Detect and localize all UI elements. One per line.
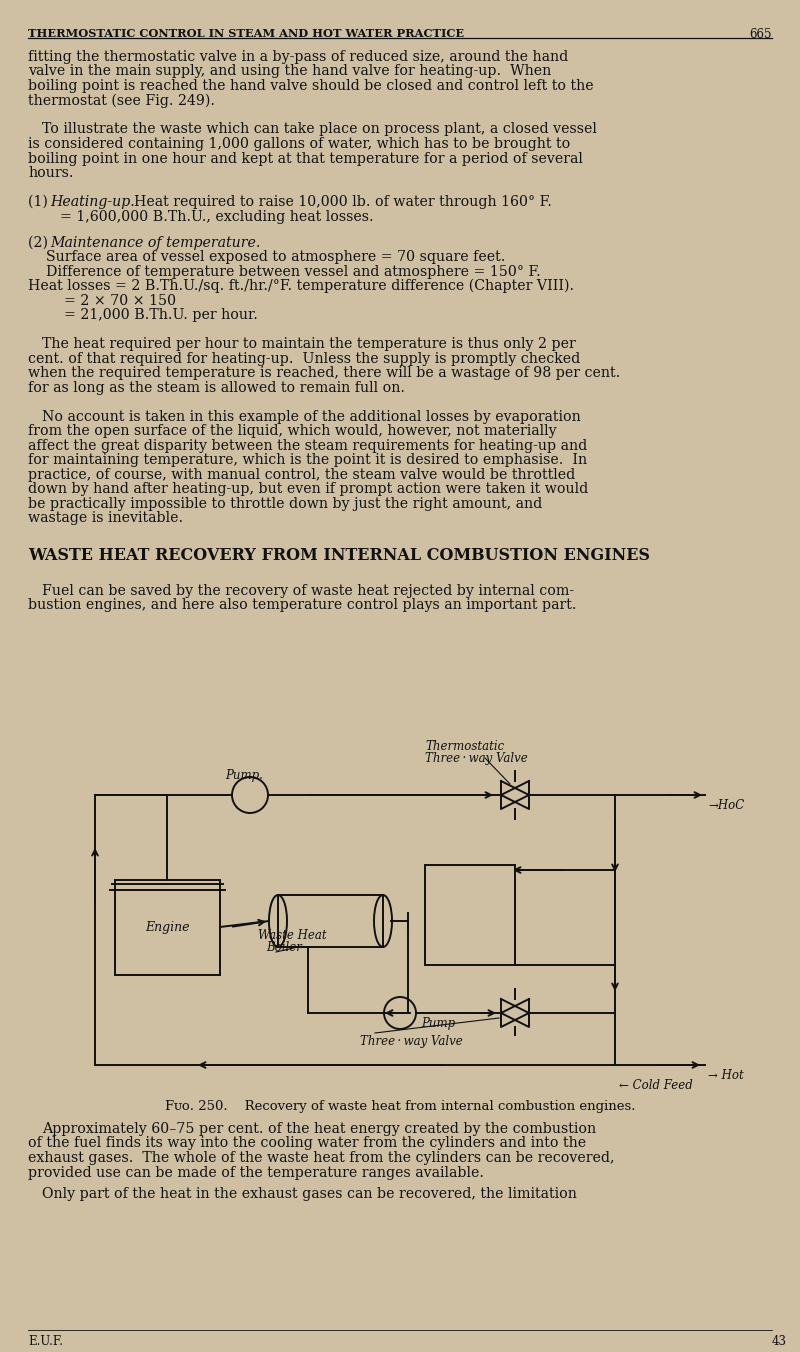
Text: WASTE HEAT RECOVERY FROM INTERNAL COMBUSTION ENGINES: WASTE HEAT RECOVERY FROM INTERNAL COMBUS… (28, 548, 650, 564)
Text: The heat required per hour to maintain the temperature is thus only 2 per: The heat required per hour to maintain t… (42, 337, 576, 352)
Text: from the open surface of the liquid, which would, however, not materially: from the open surface of the liquid, whi… (28, 425, 557, 438)
Text: be practically impossible to throttle down by just the right amount, and: be practically impossible to throttle do… (28, 496, 542, 511)
Text: 665: 665 (750, 28, 772, 41)
Text: = 1,600,000 B.Th.U., excluding heat losses.: = 1,600,000 B.Th.U., excluding heat loss… (60, 210, 374, 223)
Text: To illustrate the waste which can take place on process plant, a closed vessel: To illustrate the waste which can take p… (42, 123, 597, 137)
Text: Waste Heat: Waste Heat (258, 929, 326, 942)
Text: 43: 43 (772, 1334, 787, 1348)
Text: valve in the main supply, and using the hand valve for heating-up.  When: valve in the main supply, and using the … (28, 65, 551, 78)
Text: Approximately 60–75 per cent. of the heat energy created by the combustion: Approximately 60–75 per cent. of the hea… (42, 1122, 596, 1136)
Text: provided use can be made of the temperature ranges available.: provided use can be made of the temperat… (28, 1165, 484, 1179)
Text: cent. of that required for heating-up.  Unless the supply is promptly checked: cent. of that required for heating-up. U… (28, 352, 580, 365)
Text: = 2 × 70 × 150: = 2 × 70 × 150 (64, 293, 176, 308)
Text: → Hot: → Hot (708, 1069, 744, 1082)
Text: boiling point in one hour and kept at that temperature for a period of several: boiling point in one hour and kept at th… (28, 151, 583, 165)
Text: affect the great disparity between the steam requirements for heating-up and: affect the great disparity between the s… (28, 438, 587, 453)
Text: when the required temperature is reached, there will be a wastage of 98 per cent: when the required temperature is reached… (28, 366, 620, 380)
Text: Only part of the heat in the exhaust gases can be recovered, the limitation: Only part of the heat in the exhaust gas… (42, 1187, 577, 1201)
Text: Maintenance of temperature.: Maintenance of temperature. (50, 235, 260, 250)
Text: THERMOSTATIC CONTROL IN STEAM AND HOT WATER PRACTICE: THERMOSTATIC CONTROL IN STEAM AND HOT WA… (28, 28, 464, 39)
Text: down by hand after heating-up, but even if prompt action were taken it would: down by hand after heating-up, but even … (28, 483, 588, 496)
Text: Fuel can be saved by the recovery of waste heat rejected by internal com-: Fuel can be saved by the recovery of was… (42, 584, 574, 598)
Text: Engine: Engine (145, 921, 190, 933)
Text: Heat losses = 2 B.Th.U./sq. ft./hr./°F. temperature difference (Chapter VIII).: Heat losses = 2 B.Th.U./sq. ft./hr./°F. … (28, 279, 574, 293)
Text: Heating-up.: Heating-up. (50, 195, 134, 210)
Text: Fᴜᴏ. 250.    Recovery of waste heat from internal combustion engines.: Fᴜᴏ. 250. Recovery of waste heat from in… (165, 1101, 635, 1113)
Bar (278, 895, 383, 946)
Text: thermostat (see Fig. 249).: thermostat (see Fig. 249). (28, 93, 215, 108)
Text: for as long as the steam is allowed to remain full on.: for as long as the steam is allowed to r… (28, 381, 405, 395)
Text: boiling point is reached the hand valve should be closed and control left to the: boiling point is reached the hand valve … (28, 78, 594, 93)
Text: wastage is inevitable.: wastage is inevitable. (28, 511, 183, 525)
Text: E.U.F.: E.U.F. (28, 1334, 63, 1348)
Text: Thermostatic: Thermostatic (425, 740, 504, 753)
Text: bustion engines, and here also temperature control plays an important part.: bustion engines, and here also temperatu… (28, 598, 577, 612)
Text: = 21,000 B.Th.U. per hour.: = 21,000 B.Th.U. per hour. (64, 308, 258, 322)
Text: Three · way Valve: Three · way Valve (425, 752, 528, 765)
Text: practice, of course, with manual control, the steam valve would be throttled: practice, of course, with manual control… (28, 468, 575, 481)
Text: Surface area of vessel exposed to atmosphere = 70 square feet.: Surface area of vessel exposed to atmosp… (46, 250, 506, 264)
Text: (2): (2) (28, 235, 53, 250)
Text: Boiler: Boiler (266, 941, 302, 955)
Text: Pump: Pump (421, 1017, 455, 1030)
Text: fitting the thermostatic valve in a by-pass of reduced size, around the hand: fitting the thermostatic valve in a by-p… (28, 50, 568, 64)
Bar (425, 865, 515, 965)
Text: Heat required to raise 10,000 lb. of water through 160° F.: Heat required to raise 10,000 lb. of wat… (125, 195, 552, 210)
Text: No account is taken in this example of the additional losses by evaporation: No account is taken in this example of t… (42, 410, 581, 423)
Text: of the fuel finds its way into the cooling water from the cylinders and into the: of the fuel finds its way into the cooli… (28, 1137, 586, 1151)
Text: hours.: hours. (28, 166, 74, 180)
Text: for maintaining temperature, which is the point it is desired to emphasise.  In: for maintaining temperature, which is th… (28, 453, 587, 466)
Text: Difference of temperature between vessel and atmosphere = 150° F.: Difference of temperature between vessel… (46, 265, 541, 279)
Text: →HoC: →HoC (708, 799, 744, 813)
Text: Pump.: Pump. (225, 769, 263, 781)
Bar (115, 880, 220, 975)
Text: ← Cold Feed: ← Cold Feed (619, 1079, 693, 1092)
Text: is considered containing 1,000 gallons of water, which has to be brought to: is considered containing 1,000 gallons o… (28, 137, 570, 151)
Text: Three · way Valve: Three · way Valve (360, 1036, 462, 1048)
Text: exhaust gases.  The whole of the waste heat from the cylinders can be recovered,: exhaust gases. The whole of the waste he… (28, 1151, 614, 1165)
Text: (1): (1) (28, 195, 52, 210)
